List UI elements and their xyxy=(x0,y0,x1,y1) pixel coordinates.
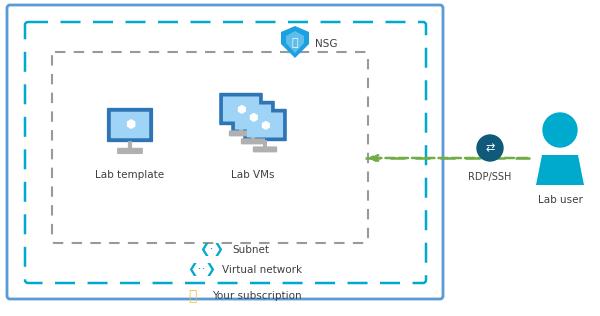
FancyBboxPatch shape xyxy=(251,132,255,139)
Text: NSG: NSG xyxy=(315,39,337,49)
Text: Subnet: Subnet xyxy=(232,245,269,255)
Text: ⬢: ⬢ xyxy=(248,113,258,123)
FancyBboxPatch shape xyxy=(241,138,265,144)
Text: ❮·❯: ❮·❯ xyxy=(199,244,224,257)
FancyBboxPatch shape xyxy=(229,131,253,137)
FancyBboxPatch shape xyxy=(128,141,132,149)
FancyBboxPatch shape xyxy=(247,112,283,137)
FancyBboxPatch shape xyxy=(235,105,271,130)
FancyBboxPatch shape xyxy=(263,140,267,147)
FancyBboxPatch shape xyxy=(253,146,277,152)
FancyBboxPatch shape xyxy=(111,112,149,138)
FancyBboxPatch shape xyxy=(239,124,243,131)
Text: Lab template: Lab template xyxy=(95,170,164,180)
Polygon shape xyxy=(281,26,309,58)
Text: RDP/SSH: RDP/SSH xyxy=(469,172,512,182)
Text: ⬦: ⬦ xyxy=(292,38,298,48)
Circle shape xyxy=(477,135,503,161)
FancyBboxPatch shape xyxy=(117,148,143,154)
Text: Your subscription: Your subscription xyxy=(212,291,302,301)
Text: Lab user: Lab user xyxy=(538,195,583,205)
Text: ⬢: ⬢ xyxy=(125,119,135,132)
Text: ❮··❯: ❮··❯ xyxy=(187,264,217,276)
FancyBboxPatch shape xyxy=(231,101,275,133)
Text: ⬢: ⬢ xyxy=(260,121,270,131)
Text: Lab VMs: Lab VMs xyxy=(231,170,275,180)
FancyBboxPatch shape xyxy=(107,108,153,142)
Polygon shape xyxy=(286,31,304,53)
FancyBboxPatch shape xyxy=(243,109,287,141)
Text: 🔑: 🔑 xyxy=(188,289,196,303)
Polygon shape xyxy=(536,155,584,185)
Text: ⇄: ⇄ xyxy=(485,143,494,153)
Text: Virtual network: Virtual network xyxy=(222,265,302,275)
Circle shape xyxy=(543,113,577,147)
FancyBboxPatch shape xyxy=(219,93,263,125)
Text: ⬢: ⬢ xyxy=(236,105,246,115)
FancyBboxPatch shape xyxy=(223,96,259,121)
